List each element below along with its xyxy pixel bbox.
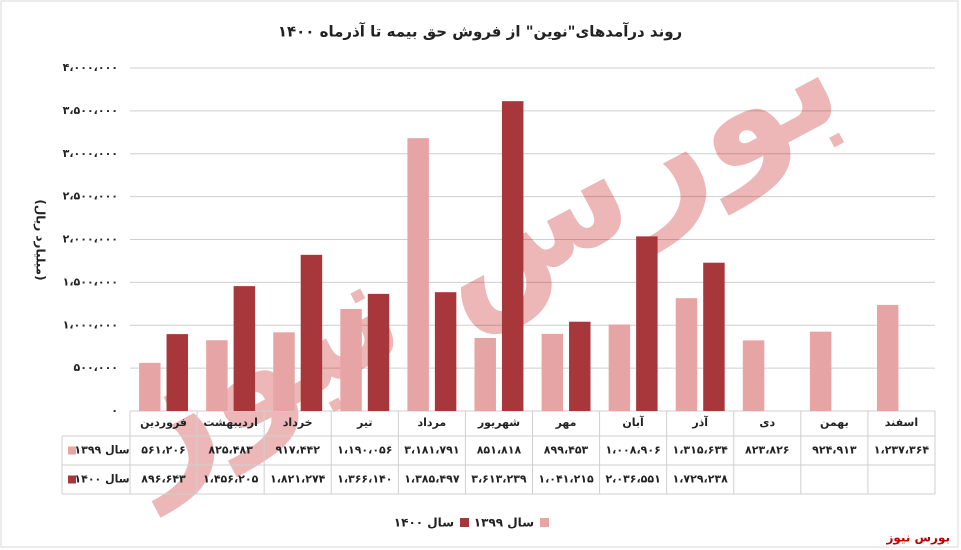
bar [876,304,899,411]
table-value: ۱،۱۹۰،۰۵۶ [337,444,392,457]
y-tick-label: ۱،۰۰۰،۰۰۰ [63,318,118,331]
legend-key [540,518,549,527]
y-tick-label: ۴،۰۰۰،۰۰۰ [63,61,118,74]
table-value: ۸۹۶،۶۴۳ [141,473,186,486]
table-value: ۱،۲۳۷،۳۶۴ [874,444,930,457]
bar [474,337,496,411]
legend-label: سال ۱۳۹۹ [474,516,534,530]
x-tick-label: اسفند [885,416,918,429]
table-value: ۸۲۳،۸۲۶ [745,444,789,457]
y-tick-label: ۲،۵۰۰،۰۰۰ [63,190,118,203]
table-value: ۸۲۵،۴۸۳ [208,444,253,457]
x-tick-label: تیر [356,416,372,429]
bar [206,340,228,411]
bar [300,254,323,411]
table-value: ۸۹۹،۴۵۳ [544,444,589,457]
x-tick-label: فروردین [140,416,187,429]
bar [541,333,564,411]
table-value: ۱،۳۸۵،۴۹۷ [404,473,460,486]
source: بورس نیوز [885,531,950,546]
bar [742,340,765,411]
x-tick-label: مهر [555,416,577,429]
y-axis-label: (میلیارد ریال) [34,199,48,280]
x-tick-label: دی [759,416,775,429]
table-value: ۱،۳۶۶،۱۴۰ [337,473,392,486]
bar [407,138,429,411]
y-tick-label: ۱،۵۰۰،۰۰۰ [63,275,118,288]
x-tick-label: آذر [691,415,708,429]
x-tick-label: آبان [622,415,644,429]
y-tick-label: ۳،۰۰۰،۰۰۰ [63,147,118,160]
y-tick-label: ۵۰۰،۰۰۰ [74,361,118,374]
y-tick-label: ۰ [111,404,118,417]
table-value: ۱،۷۲۹،۲۳۸ [673,473,729,486]
table-value: ۱،۳۱۵،۶۳۴ [673,444,729,457]
bar [166,334,189,411]
x-tick-label: شهریور [477,416,520,429]
table-value: ۱،۰۰۸،۹۰۶ [605,444,660,457]
table-value: ۵۶۱،۲۰۶ [141,444,185,457]
bar [434,292,457,411]
bar [340,308,362,411]
bar [273,332,295,411]
bar [809,331,832,411]
table-value: ۲،۰۳۶،۵۵۱ [605,473,660,486]
x-tick-label: خرداد [283,416,313,429]
table-row-header: سال ۱۴۰۰ [74,473,129,486]
chart-title: روند درآمدهای"نوین" از فروش حق بیمه تا آ… [278,23,682,41]
table-value: ۸۵۱،۸۱۸ [477,444,522,457]
table-value: ۱،۴۵۶،۲۰۵ [203,473,259,486]
y-tick-label: ۳،۵۰۰،۰۰۰ [63,104,118,117]
bar [703,262,725,411]
table-value: ۹۱۷،۴۴۲ [275,444,320,457]
table-value: ۳،۱۸۱،۷۹۱ [404,444,459,457]
table-value: ۱،۰۴۱،۲۱۵ [538,473,594,486]
bar [367,293,390,411]
table-value: ۱،۸۲۱،۲۷۴ [270,473,326,486]
x-tick-label: بهمن [820,416,849,429]
table-value: ۹۲۴،۹۱۳ [812,444,857,457]
table-key [68,446,76,455]
x-tick-label: مرداد [418,416,447,429]
x-tick-label: اردیبهشت [203,416,257,429]
y-tick-label: ۲،۰۰۰،۰۰۰ [63,233,118,246]
legend-label: سال ۱۴۰۰ [394,516,454,530]
bar [233,286,256,411]
bar [675,298,698,411]
bar [569,321,591,411]
table-row-header: سال ۱۳۹۹ [74,444,129,457]
bar [139,362,161,411]
bar [501,101,524,411]
legend-key [460,518,469,527]
bar [608,324,631,411]
table-value: ۳،۶۱۳،۲۳۹ [471,473,527,486]
table-key [68,475,76,484]
bar [636,236,658,411]
